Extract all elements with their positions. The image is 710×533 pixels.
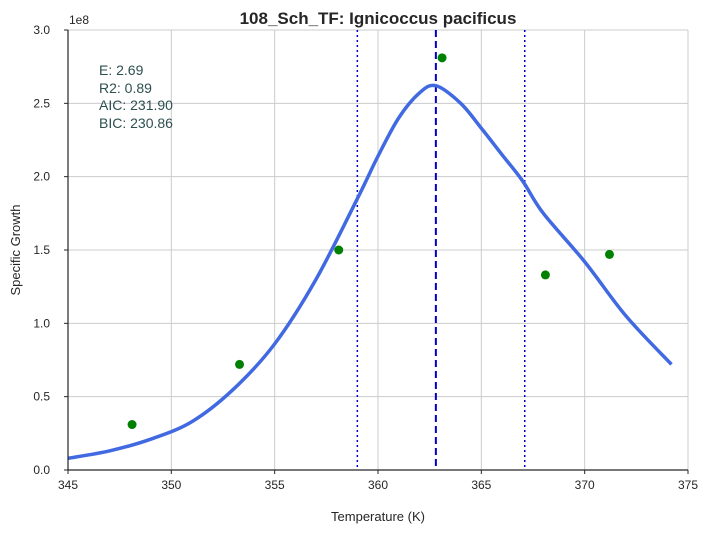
y-tick-label: 3.0 (33, 23, 50, 37)
grid-lines (67, 29, 689, 471)
y-axis-label: Specific Growth (8, 204, 23, 295)
x-tick-label: 345 (58, 478, 78, 492)
axes (64, 29, 689, 474)
x-tick-label: 375 (678, 478, 698, 492)
y-tick-label: 2.0 (33, 170, 50, 184)
y-tick-label: 2.5 (33, 96, 50, 110)
x-tick-label: 365 (471, 478, 491, 492)
observed-point (540, 270, 550, 280)
y-tick-label: 1.5 (33, 243, 50, 257)
observed-point (604, 249, 614, 259)
stat-bic: BIC: 230.86 (99, 115, 173, 131)
y-tick-label: 0.5 (33, 390, 50, 404)
x-tick-label: 355 (265, 478, 285, 492)
x-axis-label: Temperature (K) (331, 509, 425, 524)
stat-aic: AIC: 231.90 (99, 97, 173, 113)
chart-title: 108_Sch_TF: Ignicoccus pacificus (240, 9, 517, 28)
fit-curve (67, 83, 673, 460)
fit-curve-group (67, 83, 673, 460)
y-tick-label: 0.0 (33, 463, 50, 477)
x-tick-label: 370 (575, 478, 595, 492)
stat-r2: R2: 0.89 (99, 80, 152, 96)
x-tick-label: 360 (368, 478, 388, 492)
observed-point (127, 420, 137, 430)
observed-point (334, 245, 344, 255)
observed-points-group (127, 53, 614, 430)
reference-lines (356, 30, 526, 470)
x-tick-label: 350 (161, 478, 181, 492)
y-offset-label: 1e8 (69, 13, 89, 27)
y-tick-label: 1.0 (33, 316, 50, 330)
observed-point (437, 53, 447, 63)
stat-e: E: 2.69 (99, 62, 144, 78)
observed-point (235, 359, 245, 369)
tick-labels: 345 350 355 360 365 370 375 0.0 0.5 1.0 1.5 2.0 2.5 3… (33, 23, 698, 492)
stats-box: E: 2.69 R2: 0.89 AIC: 231.90 BIC: 230.86 (99, 62, 173, 131)
